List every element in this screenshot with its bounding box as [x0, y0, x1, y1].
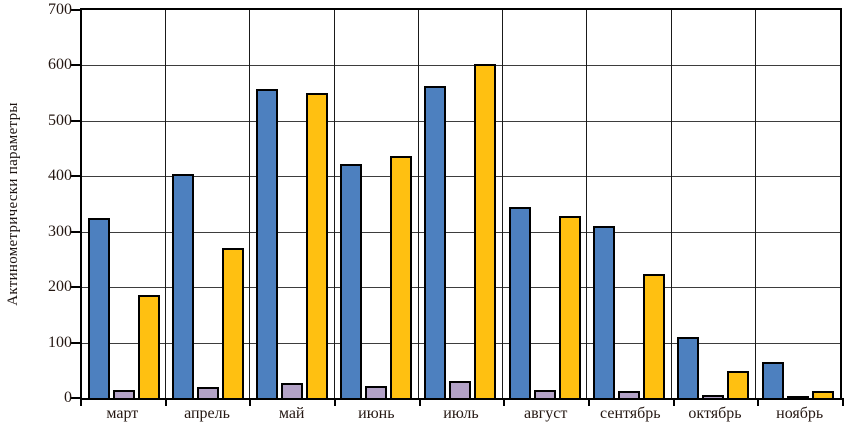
bar-ноябрь-yellow-series [811, 390, 834, 398]
x-tick-label-июнь: июнь [358, 405, 395, 422]
bar-июль-blue-series [424, 85, 447, 398]
y-tick-label-600: 600 [48, 56, 72, 74]
gridline-y-500 [82, 120, 840, 122]
x-tick-3 [334, 398, 336, 406]
gridline-y-300 [82, 231, 840, 233]
x-tick-1 [164, 398, 167, 406]
bar-сентябрь-lavender-series [617, 390, 640, 398]
x-tick-label-ноябрь: ноябрь [776, 405, 824, 422]
category-cell-август [503, 10, 588, 398]
bar-октябрь-blue-series [677, 337, 700, 398]
x-tick-label-июль: июль [443, 405, 479, 422]
bar-июнь-yellow-series [390, 156, 413, 398]
x-tick-label-март: март [106, 405, 139, 422]
y-tick-100 [71, 341, 80, 344]
y-tick-label-500: 500 [48, 111, 72, 129]
bar-сентябрь-blue-series [592, 226, 615, 398]
y-tick-label-400: 400 [48, 167, 72, 185]
x-tick-0 [80, 398, 82, 406]
bar-август-yellow-series [558, 216, 581, 398]
x-tick-9 [842, 398, 844, 406]
bar-июнь-blue-series [340, 163, 363, 398]
bar-октябрь-yellow-series [727, 371, 750, 398]
x-tick-8 [757, 398, 760, 406]
x-tick-5 [503, 398, 506, 406]
gridline-y-600 [82, 65, 840, 67]
bar-август-blue-series [508, 206, 531, 398]
bar-апрель-blue-series [171, 173, 194, 398]
x-tick-label-август: август [524, 405, 568, 422]
bar-март-yellow-series [137, 295, 160, 398]
y-tick-label-300: 300 [48, 222, 72, 240]
category-cell-октябрь [672, 10, 756, 398]
y-tick-300 [71, 230, 80, 233]
y-tick-label-700: 700 [48, 1, 72, 18]
y-tick-700 [71, 9, 80, 11]
y-tick-label-100: 100 [48, 333, 72, 351]
category-cell-май [250, 10, 335, 398]
y-tick-0 [71, 397, 80, 399]
category-cell-июль [419, 10, 504, 398]
y-tick-200 [71, 286, 80, 289]
bar-август-lavender-series [533, 389, 556, 398]
x-tick-label-октябрь: октябрь [688, 405, 742, 422]
bar-сентябрь-yellow-series [642, 274, 665, 398]
y-tick-400 [71, 175, 80, 178]
y-axis-title: Актинометрически параметры [5, 102, 21, 306]
x-tick-label-сентябрь: сентябрь [600, 405, 661, 422]
bar-июнь-lavender-series [365, 385, 388, 398]
bar-апрель-lavender-series [196, 386, 219, 398]
x-tick-label-апрель: апрель [184, 405, 230, 422]
y-tick-label-0: 0 [64, 389, 72, 406]
x-tick-6 [588, 398, 590, 406]
bar-октябрь-lavender-series [702, 395, 725, 398]
category-cell-ноябрь [756, 10, 840, 398]
gridline-y-200 [82, 287, 840, 289]
bar-ноябрь-lavender-series [786, 396, 809, 398]
bar-апрель-yellow-series [221, 248, 244, 398]
bar-март-blue-series [87, 217, 110, 398]
bar-июль-yellow-series [474, 63, 497, 398]
bar-ноябрь-blue-series [761, 361, 784, 398]
x-tick-2 [249, 398, 252, 406]
category-cell-апрель [166, 10, 251, 398]
y-tick-label-200: 200 [48, 278, 72, 296]
category-cell-июнь [335, 10, 419, 398]
bar-май-lavender-series [281, 383, 304, 398]
x-tick-4 [418, 398, 421, 406]
gridline-y-100 [82, 342, 840, 344]
category-cell-сентябрь [587, 10, 672, 398]
bar-май-blue-series [256, 88, 279, 398]
y-tick-600 [71, 64, 80, 67]
bar-май-yellow-series [306, 93, 329, 398]
y-tick-500 [71, 119, 80, 122]
gridline-y-400 [82, 176, 840, 178]
x-tick-label-май: май [278, 405, 305, 422]
x-tick-7 [672, 398, 675, 406]
category-cell-март [82, 10, 167, 398]
bar-июль-lavender-series [449, 381, 472, 398]
plot-area [80, 8, 842, 400]
bar-март-lavender-series [112, 389, 135, 398]
